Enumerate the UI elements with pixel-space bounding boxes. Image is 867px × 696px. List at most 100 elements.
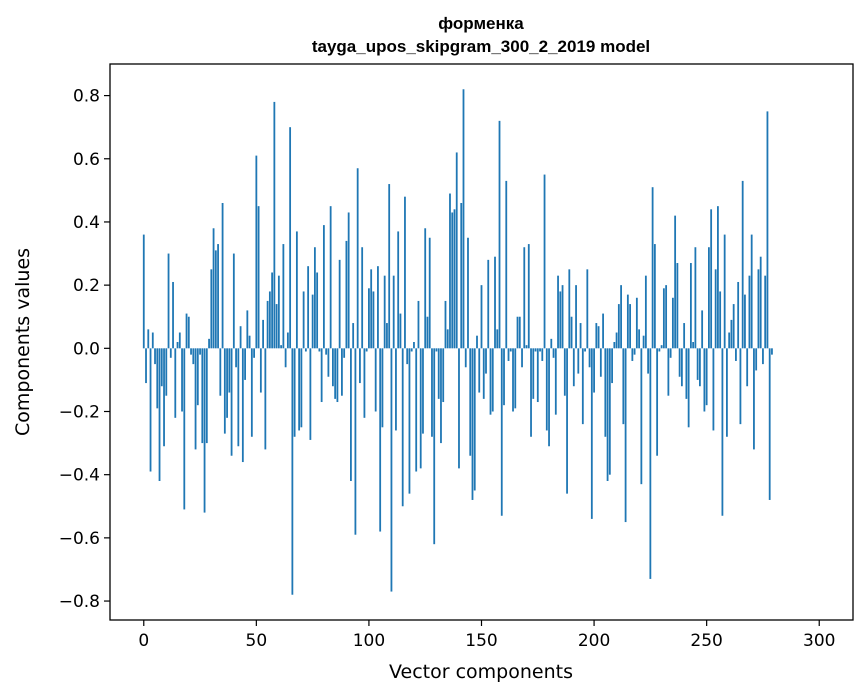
bar-77: [316, 272, 319, 349]
bar-113: [397, 231, 400, 349]
bar-47: [248, 335, 251, 349]
bar-3: [149, 348, 152, 472]
bar-58: [273, 101, 276, 349]
bar-257: [721, 348, 724, 516]
bar-203: [599, 348, 602, 377]
bar-97: [361, 247, 364, 349]
bar-135: [446, 329, 449, 349]
bar-123: [419, 348, 422, 469]
bar-129: [433, 348, 436, 545]
bar-30: [210, 269, 213, 349]
bar-153: [487, 259, 490, 349]
bar-271: [753, 348, 755, 450]
bar-73: [307, 266, 310, 349]
bar-125: [424, 228, 427, 349]
bar-9: [163, 348, 165, 447]
bar-16: [178, 332, 181, 349]
bar-209: [613, 342, 616, 349]
bar-163: [509, 348, 512, 352]
bar-48: [250, 348, 253, 437]
bar-175: [536, 348, 539, 403]
x-tick-label: 250: [690, 631, 722, 651]
bar-169: [523, 247, 526, 349]
bar-63: [284, 348, 287, 368]
bar-18: [183, 348, 186, 510]
bar-269: [748, 275, 751, 349]
bar-208: [611, 348, 613, 384]
bar-14: [174, 348, 177, 418]
bar-126: [426, 316, 429, 349]
bar-98: [363, 348, 366, 418]
bar-115: [401, 348, 404, 507]
bar-267: [744, 294, 746, 349]
bar-171: [527, 244, 530, 349]
bars-group: [142, 89, 773, 595]
bar-240: [683, 323, 686, 349]
bar-121: [415, 348, 418, 472]
bar-154: [489, 348, 492, 415]
bar-23: [194, 348, 197, 450]
bar-226: [651, 187, 654, 349]
bar-105: [379, 348, 382, 532]
bar-244: [692, 342, 695, 349]
bar-177: [541, 348, 544, 361]
bar-108: [386, 323, 388, 349]
bar-195: [581, 348, 584, 425]
bar-137: [451, 212, 454, 349]
bar-206: [606, 348, 609, 481]
bar-155: [491, 348, 494, 412]
bar-207: [608, 348, 611, 475]
bar-95: [356, 168, 359, 349]
bar-80: [322, 225, 325, 349]
bar-200: [593, 348, 595, 393]
bar-17: [181, 348, 183, 412]
bar-217: [631, 348, 634, 361]
bar-188: [566, 348, 568, 494]
bar-140: [458, 348, 460, 469]
bar-261: [730, 319, 733, 349]
bar-101: [370, 269, 373, 349]
bar-221: [640, 348, 643, 485]
bar-262: [732, 304, 735, 349]
bar-70: [300, 348, 303, 428]
bar-59: [275, 304, 278, 349]
bar-111: [392, 275, 395, 349]
bar-83: [329, 206, 332, 349]
bar-212: [620, 285, 622, 349]
bar-273: [757, 269, 760, 349]
bar-69: [298, 348, 301, 431]
bar-192: [575, 285, 577, 349]
bar-117: [406, 348, 409, 365]
bar-166: [516, 316, 519, 349]
bar-26: [201, 348, 204, 444]
bar-173: [532, 348, 535, 399]
bar-99: [365, 348, 368, 352]
bar-21: [190, 348, 192, 355]
bar-54: [264, 348, 267, 450]
bar-65: [289, 127, 292, 349]
y-axis-ticks: −0.8 −0.6 −0.4 −0.2 0.0 0.2 0.4 0.6 0.8: [59, 87, 110, 612]
bar-4: [151, 332, 154, 349]
bar-158: [498, 120, 501, 349]
bar-27: [203, 348, 206, 513]
bar-156: [494, 256, 496, 349]
chart-subtitle: tayga_upos_skipgram_300_2_2019 model: [312, 37, 650, 56]
bar-13: [172, 281, 174, 349]
bar-116: [404, 196, 406, 349]
bar-22: [192, 348, 195, 365]
bar-254: [714, 269, 717, 349]
bar-81: [325, 348, 328, 355]
bar-151: [482, 348, 485, 399]
bar-213: [622, 348, 625, 425]
y-tick-label: 0.2: [73, 276, 100, 296]
bar-39: [230, 348, 233, 456]
bar-258: [723, 234, 726, 349]
bar-168: [521, 348, 523, 368]
bar-114: [399, 313, 402, 349]
bar-72: [304, 348, 307, 352]
bar-260: [728, 332, 731, 349]
bar-182: [552, 348, 555, 358]
bar-130: [435, 348, 438, 352]
bar-91: [347, 212, 350, 349]
bar-7: [158, 348, 161, 481]
